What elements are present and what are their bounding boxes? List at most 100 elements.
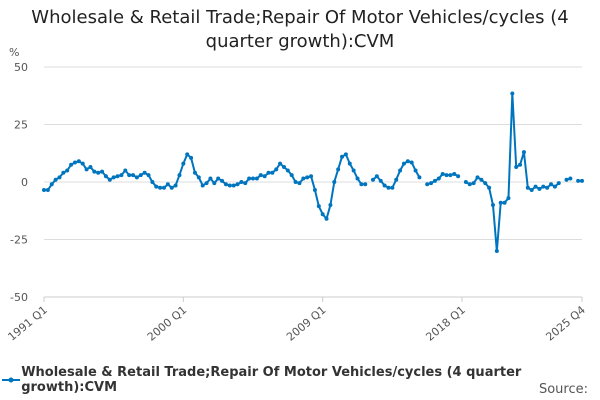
data-point[interactable] — [475, 175, 480, 180]
data-point[interactable] — [150, 180, 155, 184]
data-point[interactable] — [494, 249, 499, 253]
data-point[interactable] — [320, 212, 325, 217]
data-point[interactable] — [42, 188, 46, 193]
data-point[interactable] — [285, 168, 290, 173]
data-point[interactable] — [173, 183, 178, 188]
data-point[interactable] — [552, 184, 557, 189]
data-point[interactable] — [382, 183, 387, 188]
data-point[interactable] — [165, 182, 170, 187]
data-point[interactable] — [351, 168, 356, 173]
data-point[interactable] — [289, 173, 294, 178]
data-point[interactable] — [57, 175, 62, 180]
data-point[interactable] — [223, 182, 228, 187]
data-point[interactable] — [514, 165, 519, 170]
data-point[interactable] — [154, 184, 159, 189]
data-point[interactable] — [370, 177, 375, 182]
data-point[interactable] — [432, 178, 437, 183]
data-point[interactable] — [274, 167, 279, 172]
data-point[interactable] — [80, 161, 85, 166]
data-point[interactable] — [61, 170, 66, 175]
data-point[interactable] — [297, 181, 302, 186]
data-point[interactable] — [49, 182, 54, 187]
data-point[interactable] — [239, 180, 244, 184]
data-point[interactable] — [401, 161, 406, 166]
data-point[interactable] — [576, 178, 581, 183]
data-point[interactable] — [309, 174, 314, 179]
data-point[interactable] — [549, 182, 554, 187]
data-point[interactable] — [448, 173, 453, 178]
data-point[interactable] — [328, 203, 333, 207]
data-point[interactable] — [72, 160, 77, 165]
data-point[interactable] — [324, 216, 329, 221]
data-point[interactable] — [181, 161, 186, 166]
data-point[interactable] — [142, 170, 147, 175]
data-point[interactable] — [405, 159, 410, 164]
data-point[interactable] — [533, 184, 538, 189]
data-point[interactable] — [216, 176, 221, 181]
data-point[interactable] — [479, 177, 484, 182]
data-point[interactable] — [45, 188, 50, 193]
data-point[interactable] — [316, 204, 321, 209]
data-point[interactable] — [312, 188, 317, 193]
data-point[interactable] — [92, 169, 97, 174]
data-point[interactable] — [378, 178, 383, 183]
data-point[interactable] — [53, 177, 58, 182]
data-point[interactable] — [127, 173, 132, 178]
data-point[interactable] — [158, 185, 163, 190]
data-point[interactable] — [65, 168, 70, 173]
data-point[interactable] — [169, 185, 174, 190]
data-point[interactable] — [332, 180, 337, 184]
data-point[interactable] — [336, 167, 341, 172]
data-point[interactable] — [440, 171, 445, 176]
data-point[interactable] — [467, 182, 472, 187]
data-point[interactable] — [301, 176, 306, 181]
data-point[interactable] — [518, 162, 523, 167]
data-point[interactable] — [429, 181, 434, 186]
data-point[interactable] — [425, 182, 430, 187]
data-point[interactable] — [580, 178, 584, 183]
data-point[interactable] — [471, 181, 476, 186]
data-point[interactable] — [510, 91, 515, 96]
data-point[interactable] — [394, 177, 399, 182]
data-point[interactable] — [278, 161, 283, 166]
data-point[interactable] — [347, 161, 352, 166]
data-point[interactable] — [359, 182, 364, 187]
data-point[interactable] — [340, 154, 345, 159]
data-point[interactable] — [111, 175, 116, 180]
data-point[interactable] — [146, 173, 151, 178]
data-point[interactable] — [456, 174, 461, 179]
data-point[interactable] — [417, 175, 422, 180]
data-point[interactable] — [436, 176, 441, 181]
data-point[interactable] — [413, 168, 418, 173]
data-point[interactable] — [545, 185, 550, 190]
data-point[interactable] — [243, 181, 248, 186]
data-point[interactable] — [281, 165, 286, 170]
data-point[interactable] — [343, 152, 348, 157]
data-point[interactable] — [293, 180, 298, 184]
data-point[interactable] — [107, 177, 112, 182]
data-point[interactable] — [251, 176, 256, 181]
data-point[interactable] — [115, 174, 120, 179]
data-point[interactable] — [204, 181, 209, 186]
data-point[interactable] — [96, 170, 101, 175]
data-point[interactable] — [189, 155, 194, 160]
data-point[interactable] — [490, 203, 495, 207]
data-point[interactable] — [386, 185, 391, 190]
data-point[interactable] — [235, 182, 240, 187]
data-point[interactable] — [262, 174, 267, 179]
data-point[interactable] — [355, 176, 360, 181]
data-point[interactable] — [227, 183, 232, 188]
data-point[interactable] — [564, 177, 569, 182]
data-point[interactable] — [196, 175, 201, 180]
data-point[interactable] — [123, 168, 128, 173]
data-point[interactable] — [374, 174, 379, 179]
data-point[interactable] — [266, 170, 271, 175]
data-point[interactable] — [568, 176, 573, 181]
data-point[interactable] — [161, 185, 166, 190]
data-point[interactable] — [525, 185, 530, 190]
data-point[interactable] — [305, 175, 310, 180]
data-point[interactable] — [212, 181, 217, 186]
data-point[interactable] — [69, 162, 74, 167]
data-point[interactable] — [103, 174, 108, 179]
data-point[interactable] — [208, 176, 213, 181]
